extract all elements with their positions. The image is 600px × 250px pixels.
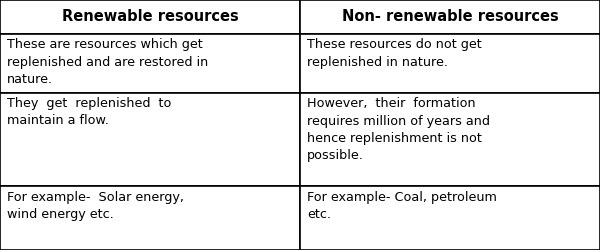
Text: These are resources which get
replenished and are restored in
nature.: These are resources which get replenishe… — [7, 38, 208, 86]
Bar — [300, 0, 600, 34]
Text: Renewable resources: Renewable resources — [62, 9, 238, 24]
Text: For example-  Solar energy,
wind energy etc.: For example- Solar energy, wind energy e… — [7, 191, 184, 221]
Text: However,  their  formation
requires million of years and
hence replenishment is : However, their formation requires millio… — [307, 97, 490, 162]
Bar — [300, 92, 600, 186]
Text: For example- Coal, petroleum
etc.: For example- Coal, petroleum etc. — [307, 191, 497, 221]
Bar — [0, 34, 300, 92]
Text: Non- renewable resources: Non- renewable resources — [341, 9, 559, 24]
Bar — [300, 34, 600, 92]
Text: They  get  replenished  to
maintain a flow.: They get replenished to maintain a flow. — [7, 97, 172, 128]
Bar — [0, 92, 300, 186]
Bar — [300, 186, 600, 250]
Bar — [0, 186, 300, 250]
Text: These resources do not get
replenished in nature.: These resources do not get replenished i… — [307, 38, 482, 69]
Bar — [0, 0, 300, 34]
